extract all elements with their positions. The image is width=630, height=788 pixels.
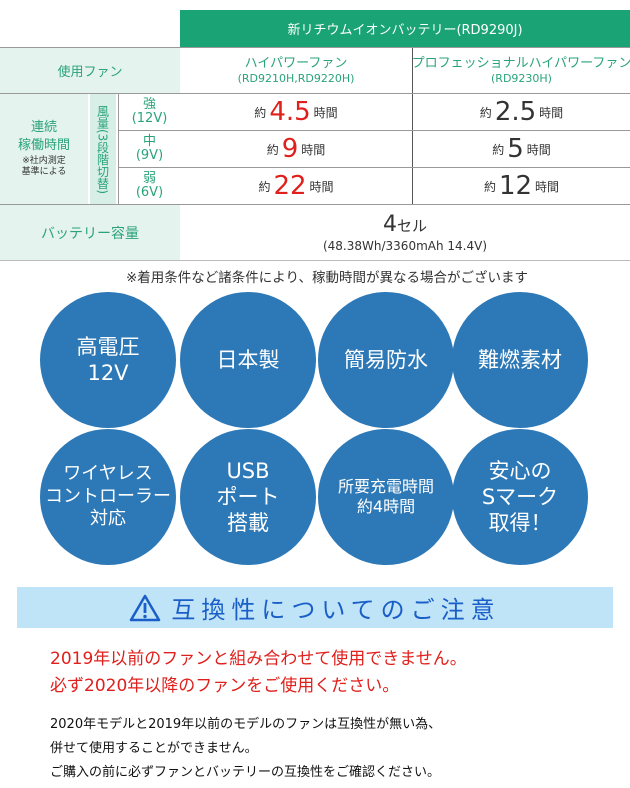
level-rows: 強 (12V) 約 4.5 時間 約 2.5 時間 中 (9V) 約 9 時間 約 5 時間 弱 (6… [118,94,630,204]
runtime-label: 連続 稼働時間 ※社内測定 基準による [0,94,88,204]
suffix: 時間 [539,105,564,120]
fan-models: (RD9230H) [491,71,552,85]
runtime-title: 連続 稼働時間 [17,120,70,154]
caution-banner: 互換性についてのご注意 [17,587,613,628]
level-voltage: (12V) [131,111,168,126]
level-name: 中 [142,133,156,149]
feature-made-in-japan: 日本製 [180,292,316,428]
runtime-cell: 約 12 時間 [412,168,630,204]
level-weak: 弱 (6V) [118,168,180,204]
suffix: 時間 [309,179,334,194]
capacity-unit: セル [396,217,427,236]
divider [0,260,630,261]
detail-line: ご購入の前に必ずファンとバッテリーの互換性をご確認ください。 [50,765,441,780]
capacity-detail: (48.38Wh/3360mAh 14.4V) [322,238,487,253]
level-name: 強 [142,96,156,112]
runtime-value: 4.5 [269,97,311,127]
prefix: 約 [492,142,505,157]
divider [118,167,630,168]
suffix: 時間 [526,142,551,157]
runtime-value: 5 [507,134,524,164]
divider [0,204,630,205]
level-strong: 強 (12V) [118,94,180,130]
feature-wireless-controller: ワイヤレス コントローラー 対応 [40,429,176,565]
feature-high-voltage: 高電圧 12V [40,292,176,428]
prefix: 約 [254,105,267,120]
divider [0,93,630,94]
fan-models: (RD9210H,RD9220H) [237,71,355,85]
runtime-value: 9 [281,134,299,164]
fan-name: プロフェッショナルハイパワーファン [412,56,630,72]
detail-line: 併せて使用することができません。 [50,741,258,756]
runtime-cell: 約 22 時間 [180,168,412,204]
suffix: 時間 [313,105,338,120]
suffix: 時間 [535,179,560,194]
feature-flame-retardant: 難燃素材 [452,292,588,428]
runtime-cell: 約 4.5 時間 [180,94,412,130]
runtime-disclaimer: ※着用条件など諸条件により、稼動時間が異なる場合がございます [126,270,529,286]
feature-waterproof: 簡易防水 [318,292,454,428]
prefix: 約 [483,179,496,194]
fan-column-2: プロフェッショナルハイパワーファン (RD9230H) [412,48,630,93]
capacity-cells: 4 [382,212,397,238]
caution-details: 2020年モデルと2019年以前のモデルのファンは互換性が無い為、 併せて使用す… [50,713,441,785]
level-voltage: (6V) [135,185,164,200]
prefix: 約 [479,105,492,120]
fan-name: ハイパワーファン [244,56,348,72]
feature-usb-port: USB ポート 搭載 [180,429,316,565]
warning-line: 必ず2020年以降のファンをご使用ください。 [50,676,400,696]
warning-line: 2019年以前のファンと組み合わせて使用できません。 [50,649,467,669]
capacity-value: 4セル (48.38Wh/3360mAh 14.4V) [180,205,630,260]
runtime-cell: 約 5 時間 [412,131,630,167]
level-name: 弱 [142,170,156,186]
capacity-label: バッテリー容量 [0,205,180,260]
runtime-value: 22 [273,171,307,201]
runtime-cell: 約 2.5 時間 [412,94,630,130]
runtime-cell: 約 9 時間 [180,131,412,167]
level-medium: 中 (9V) [118,131,180,167]
battery-header: 新リチウムイオンバッテリー(RD9290J) [180,10,630,47]
divider [0,47,630,48]
fan-label: 使用ファン [0,48,180,93]
prefix: 約 [266,142,279,157]
feature-charge-time: 所要充電時間 約4時間 [318,429,454,565]
fan-column-1: ハイパワーファン (RD9210H,RD9220H) [180,48,412,93]
feature-s-mark: 安心の Sマーク 取得！ [452,429,588,565]
runtime-value: 12 [498,171,533,201]
prefix: 約 [258,179,271,194]
runtime-value: 2.5 [494,97,537,127]
airflow-label: 風量(3段階切替) [90,94,116,204]
runtime-note: ※社内測定 基準による [21,155,67,178]
divider [118,130,630,131]
warning-triangle-icon [130,594,161,621]
caution-warning: 2019年以前のファンと組み合わせて使用できません。 必ず2020年以降のファン… [50,646,467,700]
detail-line: 2020年モデルと2019年以前のモデルのファンは互換性が無い為、 [50,717,442,732]
level-voltage: (9V) [135,148,164,163]
caution-title: 互換性についてのご注意 [171,596,501,624]
suffix: 時間 [301,142,326,157]
